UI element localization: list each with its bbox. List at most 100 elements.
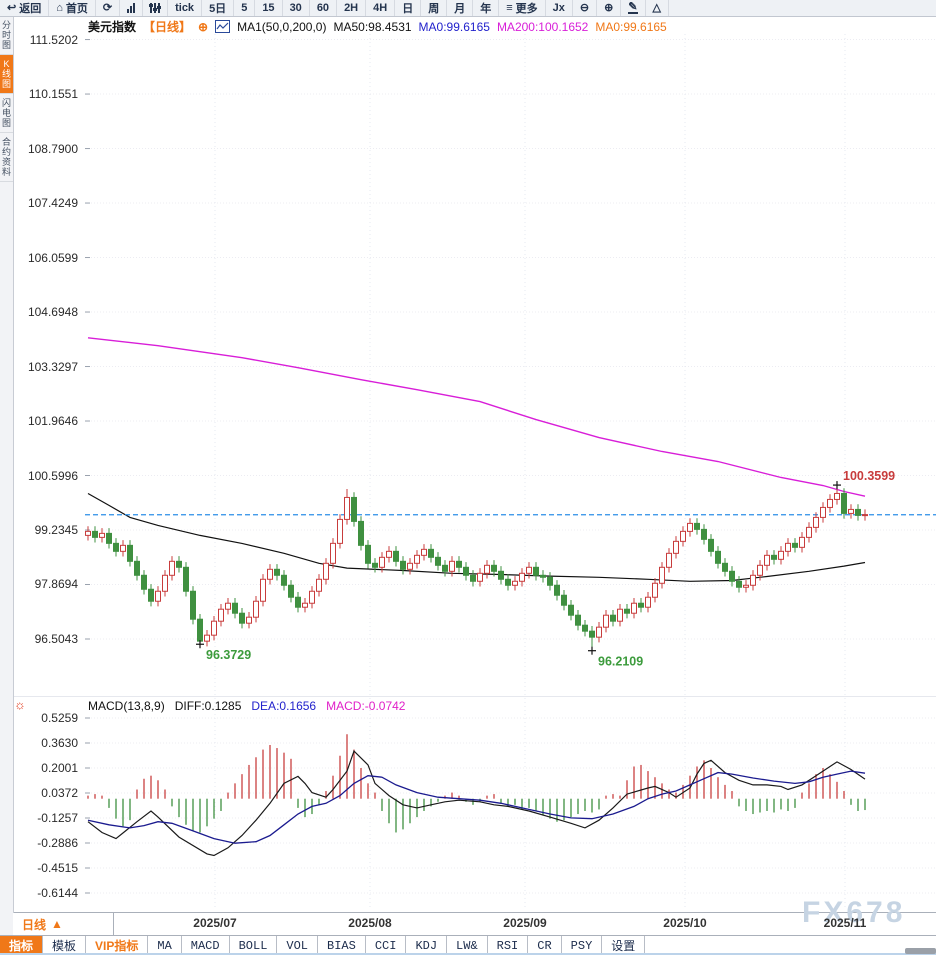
candlestick-macd-chart-canvas[interactable]: 100.3599 96.3729 96.2109 bbox=[85, 16, 936, 912]
toolbar-button-label: Jx bbox=[552, 2, 565, 14]
toolbar-button-pencil[interactable]: ✎ bbox=[621, 0, 646, 16]
toolbar-button-年[interactable]: 年 bbox=[473, 0, 500, 16]
period-selector-label: 日线 bbox=[22, 917, 47, 932]
y-axis-tick-label: 103.3297 bbox=[27, 359, 78, 374]
toolbar-button-label: 月 bbox=[454, 3, 466, 15]
zoom-in-icon: ⊕ bbox=[604, 1, 614, 14]
indicator-tab-VOL[interactable]: VOL bbox=[277, 936, 319, 955]
bar-chart-icon bbox=[127, 3, 136, 13]
panel-separator bbox=[13, 696, 936, 697]
toolbar-button-首页[interactable]: ⌂ 首页 bbox=[49, 0, 96, 16]
indicator-tab-模板[interactable]: 模板 bbox=[43, 936, 87, 955]
toolbar-button-sliders[interactable] bbox=[143, 0, 169, 16]
toolbar-button-zoom-in[interactable]: ⊕ bbox=[597, 0, 622, 16]
pencil-icon: ✎ bbox=[628, 0, 638, 14]
line-chart-icon[interactable] bbox=[215, 20, 231, 33]
sidebar-tab-合约资料[interactable]: 合约资料 bbox=[0, 133, 13, 182]
toolbar-button-Jx[interactable]: Jx bbox=[546, 0, 573, 16]
menu-icon: ≡ bbox=[506, 1, 513, 14]
y-axis-tick-label: 100.5996 bbox=[27, 468, 78, 483]
toolbar-button-label: 更多 bbox=[515, 3, 538, 15]
toolbar-button-60[interactable]: 60 bbox=[310, 0, 338, 16]
indicator-tab-PSY[interactable]: PSY bbox=[562, 936, 603, 955]
macd-header: MACD(13,8,9) DIFF:0.1285 DEA:0.1656 MACD… bbox=[88, 699, 405, 713]
macd-title: MACD(13,8,9) bbox=[88, 699, 165, 713]
price-annotation: 96.2109 bbox=[598, 655, 643, 669]
sliders-icon bbox=[149, 3, 162, 13]
ma50-value: MA50:98.4531 bbox=[333, 19, 412, 34]
indicator-tab-RSI[interactable]: RSI bbox=[488, 936, 529, 955]
ma200-value: MA200:100.1652 bbox=[496, 19, 589, 34]
indicator-tab-MA[interactable]: MA bbox=[148, 936, 182, 955]
y-axis-tick-label: 101.9646 bbox=[27, 414, 78, 428]
indicator-tab-KDJ[interactable]: KDJ bbox=[406, 936, 448, 955]
toolbar-button-bars[interactable] bbox=[120, 0, 144, 16]
y-axis-tick-label: 0.0372 bbox=[41, 785, 78, 800]
sidebar-tab-闪电图[interactable]: 闪电图 bbox=[0, 94, 13, 133]
macd-diff-value: DIFF:0.1285 bbox=[174, 699, 242, 713]
y-axis-tick-label: 110.1551 bbox=[28, 87, 78, 102]
y-axis-tick-label: -0.4515 bbox=[37, 860, 78, 875]
y-axis-tick-label: -0.6144 bbox=[37, 885, 78, 900]
toolbar-button-zoom-out[interactable]: ⊖ bbox=[573, 0, 598, 16]
sidebar-tab-分时图[interactable]: 分时图 bbox=[0, 16, 13, 55]
ma-settings-label: MA1(50,0,200,0) bbox=[237, 19, 327, 34]
time-axis-row bbox=[0, 912, 936, 936]
indicator-tab-CR[interactable]: CR bbox=[528, 936, 562, 955]
back-icon: ↩ bbox=[7, 1, 17, 14]
indicator-tab-MACD[interactable]: MACD bbox=[182, 936, 230, 955]
y-axis-tick-label: 108.7900 bbox=[27, 141, 78, 156]
toolbar-button-周[interactable]: 周 bbox=[421, 0, 448, 16]
y-axis-tick-label: 0.3630 bbox=[41, 735, 78, 750]
macd-dea-value: DEA:0.1656 bbox=[251, 699, 317, 713]
period-label: 【日线】 bbox=[143, 20, 192, 34]
toolbar-button-5[interactable]: 5 bbox=[234, 0, 256, 16]
toolbar-button-日[interactable]: 日 bbox=[395, 0, 422, 16]
top-toolbar: ↩ 返回 ⌂ 首页 ⟳ tick 5日 5 15 30 60 2H 4H 日周月年 ≡ 更多 Jx ⊖ ⊕ ✎ △ bbox=[0, 0, 936, 17]
home-icon: ⌂ bbox=[56, 1, 63, 14]
toolbar-button-2H[interactable]: 2H bbox=[337, 0, 367, 16]
indicator-tab-CCI[interactable]: CCI bbox=[366, 936, 407, 955]
toolbar-button-30[interactable]: 30 bbox=[283, 0, 310, 16]
toolbar-button-返回[interactable]: ↩ 返回 bbox=[0, 0, 50, 16]
toolbar-button-label: 首页 bbox=[65, 3, 88, 15]
toolbar-button-triangle[interactable]: △ bbox=[646, 0, 669, 16]
toolbar-button-月[interactable]: 月 bbox=[447, 0, 474, 16]
indicator-tab-BIAS[interactable]: BIAS bbox=[318, 936, 366, 955]
period-selector-button[interactable]: 日线 ▲ bbox=[13, 913, 114, 935]
toolbar-button-label: 5 bbox=[241, 2, 248, 14]
chevron-up-icon: ▲ bbox=[51, 917, 63, 931]
toolbar-button-label: 60 bbox=[316, 2, 330, 14]
add-indicator-icon[interactable]: ⊕ bbox=[198, 19, 209, 34]
y-axis-tick-label: -0.2886 bbox=[37, 835, 78, 850]
indicator-tab-bar: 指标 模板 VIP指标 MA MACD BOLL VOL BIAS CCI KDJ LW& RSI CR… bbox=[0, 935, 936, 955]
toolbar-button-15[interactable]: 15 bbox=[255, 0, 283, 16]
macd-macd-value: MACD:-0.0742 bbox=[326, 699, 406, 713]
y-axis-tick-label: 111.5202 bbox=[29, 32, 78, 47]
y-axis-tick-label: 0.5259 bbox=[41, 710, 78, 725]
toolbar-button-label: 5日 bbox=[209, 3, 227, 15]
y-axis-tick-label: 99.2345 bbox=[34, 523, 78, 537]
ma0-orange-value: MA0:99.6165 bbox=[595, 19, 667, 34]
ma0-blue-value: MA0:99.6165 bbox=[418, 19, 490, 34]
toolbar-button-label: 30 bbox=[289, 2, 302, 14]
toolbar-button-label: 日 bbox=[402, 3, 414, 15]
sidebar-tab-K线图[interactable]: K线图 bbox=[0, 55, 13, 94]
indicator-tab-LW&[interactable]: LW& bbox=[447, 936, 488, 955]
toolbar-button-4H[interactable]: 4H bbox=[366, 0, 396, 16]
toolbar-button-label: 15 bbox=[262, 2, 275, 14]
toolbar-button-tick[interactable]: tick bbox=[168, 0, 203, 16]
toolbar-button-更多[interactable]: ≡ 更多 bbox=[499, 0, 546, 16]
macd-settings-gear-icon[interactable]: ☼ bbox=[14, 697, 26, 712]
triangle-icon: △ bbox=[652, 1, 661, 14]
indicator-tab-VIP指标[interactable]: VIP指标 bbox=[86, 936, 149, 955]
y-axis-tick-label: 0.2001 bbox=[41, 760, 78, 775]
indicator-tab-指标[interactable]: 指标 bbox=[0, 936, 44, 955]
toolbar-button-5日[interactable]: 5日 bbox=[202, 0, 235, 16]
y-axis-tick-label: 107.4249 bbox=[27, 196, 78, 211]
indicator-tab-BOLL[interactable]: BOLL bbox=[230, 936, 278, 955]
price-annotation: 96.3729 bbox=[206, 648, 251, 662]
toolbar-button-refresh[interactable]: ⟳ bbox=[96, 0, 121, 16]
horizontal-scrollbar-thumb[interactable] bbox=[905, 948, 936, 954]
indicator-tab-设置[interactable]: 设置 bbox=[602, 936, 646, 955]
